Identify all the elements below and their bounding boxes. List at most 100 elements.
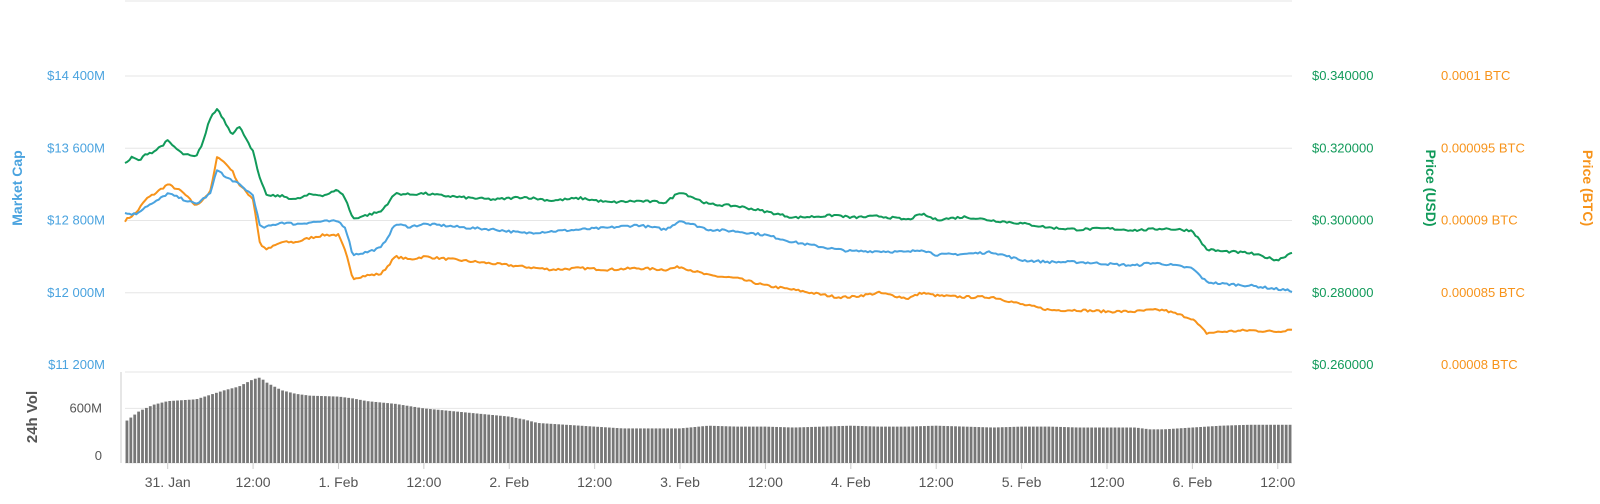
volume-bar (561, 424, 565, 463)
market-cap-tick-label: $14 400M (47, 68, 105, 83)
volume-bar (215, 392, 218, 463)
volume-bar (390, 403, 393, 463)
volume-bar (989, 427, 992, 463)
volume-bar (919, 426, 922, 463)
series-line-price-usd (124, 108, 1293, 262)
volume-bar (1230, 425, 1234, 463)
volume-bar (911, 426, 915, 463)
volume-bar (1234, 425, 1237, 463)
volume-bar (1238, 425, 1241, 463)
volume-bar (386, 403, 389, 463)
volume-bar (670, 428, 673, 463)
volume-bar (732, 426, 736, 463)
volume-bar (323, 396, 327, 463)
volume-bar (1152, 429, 1156, 463)
x-tick-label: 1. Feb (319, 474, 359, 490)
volume-bar (954, 426, 957, 463)
volume-bar (611, 427, 615, 463)
volume-bar (502, 416, 506, 463)
volume-bar (639, 428, 642, 463)
volume-bar (444, 410, 448, 463)
volume-bar (1078, 427, 1082, 463)
volume-bar (222, 390, 226, 463)
volume-bar (1249, 424, 1253, 463)
volume-bar (487, 414, 491, 463)
volume-bar (845, 425, 848, 463)
volume-bar (1140, 428, 1144, 463)
volume-bar (806, 427, 810, 463)
volume-bar (1039, 426, 1043, 463)
volume-bar (876, 426, 880, 463)
volume-bar (374, 401, 378, 463)
volume-bar (1133, 427, 1136, 463)
volume-bar (759, 426, 763, 463)
volume-bar (740, 426, 743, 463)
volume-bar (425, 408, 428, 463)
volume-bar (786, 427, 790, 463)
volume-bar (498, 415, 502, 463)
x-tick-label: 12:00 (919, 474, 954, 490)
volume-bar (1008, 426, 1012, 463)
volume-bar (226, 389, 230, 463)
volume-bar (292, 393, 296, 463)
volume-bar (1063, 427, 1066, 463)
x-tick-label: 4. Feb (831, 474, 871, 490)
volume-bar (281, 390, 284, 463)
volume-bar (852, 425, 856, 463)
volume-bar (421, 408, 424, 463)
x-tick-label: 3. Feb (660, 474, 700, 490)
volume-bar (463, 412, 467, 463)
volume-bar (642, 428, 646, 463)
volume-bar (331, 396, 335, 463)
volume-bar (343, 397, 347, 463)
volume-bar (413, 406, 417, 463)
volume-bar (771, 426, 775, 463)
volume-bar (370, 401, 374, 463)
volume-bar (148, 406, 152, 463)
volume-bar (872, 426, 876, 463)
volume-bar (1016, 426, 1020, 463)
volume-bar (1047, 426, 1051, 463)
volume-bar (623, 428, 627, 463)
volume-bar (409, 406, 413, 463)
volume-bar (1288, 424, 1292, 463)
price-btc-tick-label: 0.00008 BTC (1441, 357, 1518, 372)
volume-bar (339, 396, 343, 463)
volume-bar (203, 396, 207, 463)
volume-bar (471, 413, 475, 463)
volume-bar (887, 426, 891, 463)
volume-bar (1101, 427, 1105, 463)
volume-bar (397, 404, 401, 463)
volume-bar (938, 425, 942, 463)
volume-bar (782, 427, 786, 463)
volume-bar (1183, 427, 1187, 463)
volume-bar (779, 427, 782, 463)
x-tick-label: 12:00 (748, 474, 783, 490)
volume-bar (1226, 425, 1230, 463)
volume-bar (1055, 426, 1059, 463)
volume-bar (915, 426, 919, 463)
volume-bar (1210, 426, 1214, 463)
volume-bar (744, 426, 747, 463)
volume-bar (199, 397, 203, 463)
volume-bar (899, 426, 903, 463)
volume-bar (479, 413, 483, 463)
price-series (124, 108, 1293, 335)
volume-bar (238, 386, 242, 463)
volume-bar (1066, 427, 1070, 463)
volume-bar (767, 426, 771, 463)
x-tick-label: 12:00 (1260, 474, 1295, 490)
volume-bar (701, 426, 705, 463)
volume-bar (600, 427, 603, 463)
volume-bar (1269, 424, 1273, 463)
volume-bar (856, 425, 860, 463)
volume-bar (440, 410, 444, 463)
volume-bar (895, 426, 899, 463)
volume-bar (467, 412, 471, 463)
volume-bar (903, 426, 907, 463)
volume-bar (646, 428, 650, 463)
volume-bar (347, 397, 351, 463)
volume-bar (378, 402, 382, 463)
volume-bar (277, 388, 281, 463)
